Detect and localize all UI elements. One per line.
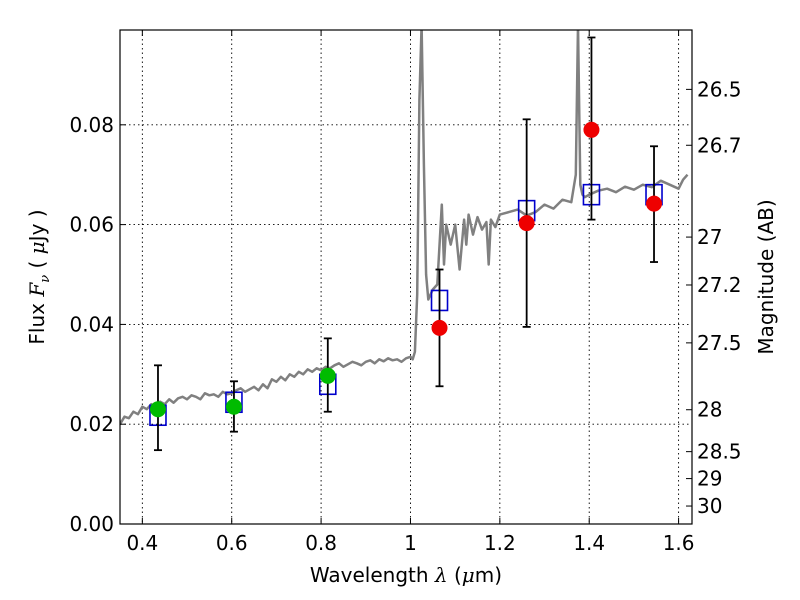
y2-tick-label: 27 [697,225,722,249]
y2-tick-label: 30 [697,494,722,518]
red-point-marker [431,319,448,336]
x-tick-label: 1.4 [573,531,605,555]
green-point-marker [149,401,166,418]
y-tick-label: 0.04 [69,312,114,336]
x-tick-label: 0.6 [216,531,248,555]
y2-tick-label: 28.5 [697,440,742,464]
y2-tick-label: 26.5 [697,77,742,101]
y-tick-label: 0.02 [69,412,114,436]
x-tick-label: 1 [404,531,417,555]
y2-tick-label: 27.2 [697,273,742,297]
y-axis-label: Flux Fν ( μJy ) [25,209,53,344]
x-tick-label: 0.4 [126,531,158,555]
data-layer [120,30,689,425]
x-tick-label: 1.6 [663,531,695,555]
y-tick-label: 0.06 [69,213,114,237]
plot-frame [119,29,693,525]
grid-lines [120,30,692,524]
green-point-marker [225,398,242,415]
x-axis-label: Wavelength λ (μm) [310,563,502,587]
x-tick-label: 1.2 [484,531,516,555]
marker-layer [149,36,663,452]
y2-tick-label: 29 [697,467,722,491]
y2-axis-label: Magnitude (AB) [754,199,778,354]
y-tick-label: 0.00 [69,512,114,536]
spectrum-line [120,30,689,425]
red-point-marker [583,121,600,138]
y2-tick-label: 27.5 [697,331,742,355]
red-point-marker [518,215,535,232]
y2-tick-label: 28 [697,398,722,422]
tick-layer: 0.4 0.6 0.8 1 1.2 1.4 1.6 0.00 0.02 0.04 0.06 0.08 2… [69,30,742,555]
x-tick-label: 0.8 [305,531,337,555]
plot-background [120,30,692,524]
red-point-marker [646,195,663,212]
y2-tick-label: 26.7 [697,133,742,157]
y-tick-label: 0.08 [69,113,114,137]
green-point-marker [319,367,336,384]
